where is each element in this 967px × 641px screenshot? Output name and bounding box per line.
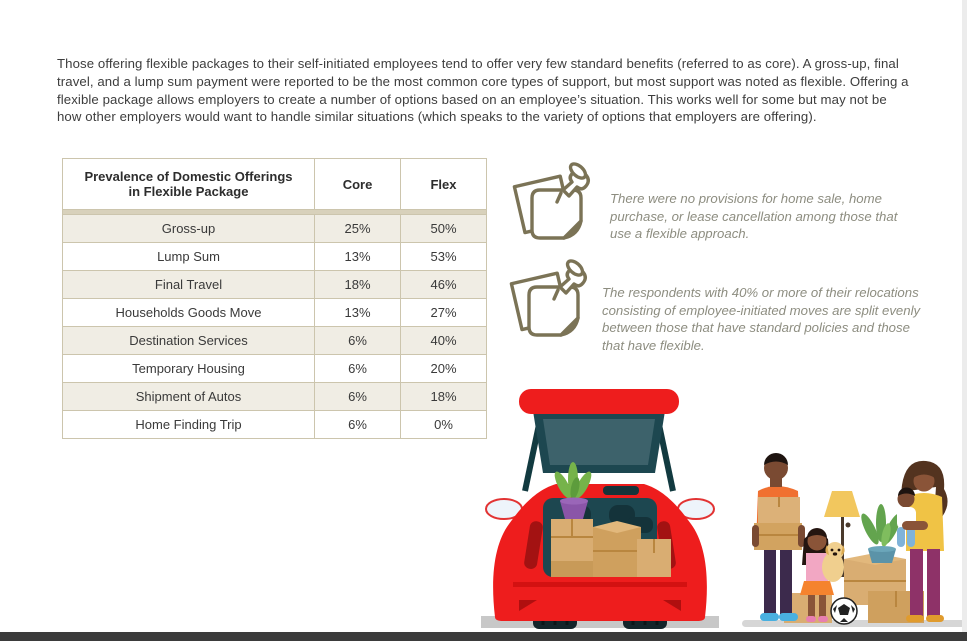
- row-label: Final Travel: [62, 270, 315, 299]
- right-vent: [663, 600, 681, 611]
- table-header-row: Prevalence of Domestic Offerings in Flex…: [62, 158, 487, 210]
- baby: [897, 487, 916, 547]
- core-value: 25%: [314, 214, 401, 243]
- table-row: Households Goods Move 13% 27%: [62, 298, 487, 327]
- core-value: 6%: [314, 382, 401, 411]
- table-row: Home Finding Trip 6% 0%: [62, 410, 487, 439]
- potted-plant: [554, 462, 592, 519]
- flex-value: 50%: [400, 214, 487, 243]
- flex-value: 27%: [400, 298, 487, 327]
- trunk-boxes: [551, 519, 671, 577]
- row-label: Home Finding Trip: [62, 410, 315, 439]
- open-trunk-lid: [519, 389, 679, 492]
- core-value: 6%: [314, 354, 401, 383]
- side-mirrors: [485, 498, 715, 520]
- core-value: 6%: [314, 410, 401, 439]
- table-row: Gross-up 25% 50%: [62, 214, 487, 243]
- row-label: Shipment of Autos: [62, 382, 315, 411]
- page-edge-shadow: [962, 0, 967, 632]
- row-label: Households Goods Move: [62, 298, 315, 327]
- footer-bar: [0, 632, 967, 641]
- table-row: Final Travel 18% 46%: [62, 270, 487, 299]
- trunk-handle: [603, 486, 639, 495]
- table-row: Destination Services 6% 40%: [62, 326, 487, 355]
- core-value: 6%: [314, 326, 401, 355]
- flex-value: 40%: [400, 326, 487, 355]
- row-label: Destination Services: [62, 326, 315, 355]
- core-value: 13%: [314, 242, 401, 271]
- table-row: Shipment of Autos 6% 18%: [62, 382, 487, 411]
- flex-value: 18%: [400, 382, 487, 411]
- moving-family-illustration: [742, 453, 965, 627]
- daughter-figure: [800, 528, 845, 622]
- flex-value: 53%: [400, 242, 487, 271]
- column-header-core: Core: [314, 158, 401, 210]
- column-header-flex: Flex: [400, 158, 487, 210]
- father-figure: [752, 453, 805, 621]
- pinned-note-icon: [509, 259, 587, 337]
- mother-figure: [897, 460, 948, 622]
- pinned-note-icon: [512, 162, 590, 240]
- row-label: Temporary Housing: [62, 354, 315, 383]
- note-text: The respondents with 40% or more of thei…: [602, 285, 921, 353]
- table-row: Temporary Housing 6% 20%: [62, 354, 487, 383]
- core-value: 13%: [314, 298, 401, 327]
- bumper-line: [513, 582, 687, 587]
- table-row: Lump Sum 13% 53%: [62, 242, 487, 271]
- table-title: Prevalence of Domestic Offerings in Flex…: [62, 158, 315, 210]
- row-label: Lump Sum: [62, 242, 315, 271]
- flex-value: 20%: [400, 354, 487, 383]
- puppy: [822, 542, 845, 582]
- note-text: There were no provisions for home sale, …: [610, 191, 898, 242]
- soccer-ball: [830, 597, 858, 625]
- row-label: Gross-up: [62, 214, 315, 243]
- intro-paragraph: Those offering flexible packages to thei…: [57, 56, 909, 125]
- potted-plant: [861, 504, 901, 563]
- flex-value: 0%: [400, 410, 487, 439]
- offerings-table: Prevalence of Domestic Offerings in Flex…: [62, 158, 487, 439]
- left-vent: [519, 600, 537, 611]
- flex-value: 46%: [400, 270, 487, 299]
- core-value: 18%: [314, 270, 401, 299]
- loaded-car-illustration: [481, 389, 719, 629]
- trunk-opening: [543, 462, 671, 577]
- floor-lamp: [824, 491, 860, 577]
